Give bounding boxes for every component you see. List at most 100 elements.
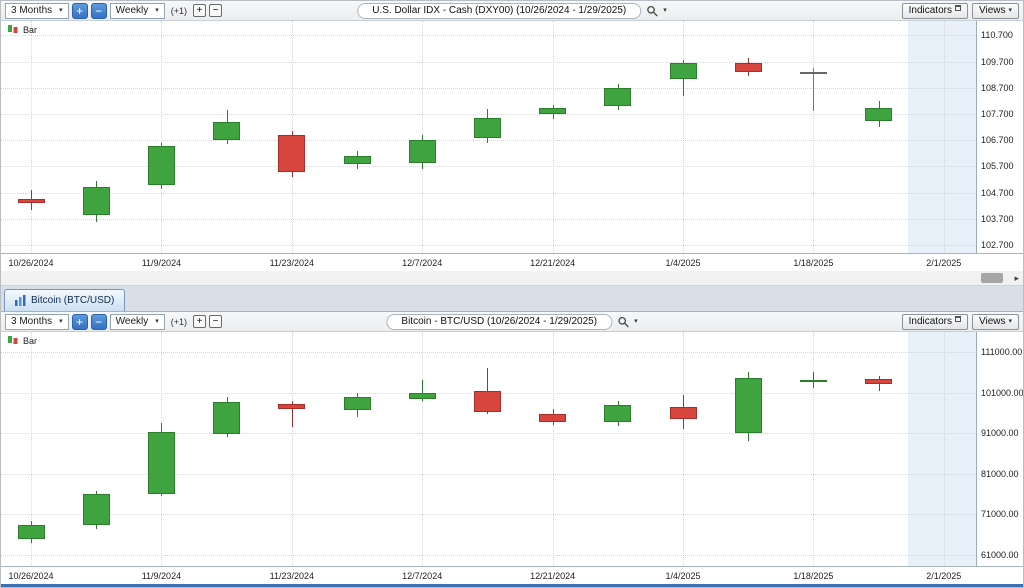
y-tick-label: 91000.00: [981, 428, 1019, 439]
views-button[interactable]: Views ▾: [971, 313, 1019, 330]
period-select[interactable]: Weekly ▾: [109, 2, 165, 19]
btc-price-scale[interactable]: 111000.00 101000.00 91000.00 81000.00 71000.…: [976, 332, 1023, 566]
h-gridline: [1, 192, 976, 194]
horizontal-scrollbar[interactable]: ▸: [1, 271, 1023, 286]
candlestick-legend-icon: [8, 25, 18, 33]
v-gridline: [552, 332, 554, 566]
period-select[interactable]: Weekly ▾: [109, 313, 165, 330]
candle-body: [865, 107, 893, 121]
add-bar-button[interactable]: +: [193, 4, 207, 17]
v-gridline: [683, 332, 684, 566]
window-edge: [1, 584, 1023, 587]
h-gridline: [1, 514, 976, 516]
y-tick-label: 104.700: [981, 187, 1014, 198]
v-gridline: [943, 332, 945, 566]
h-gridline: [1, 87, 976, 89]
h-gridline: [1, 245, 976, 247]
candle-body: [17, 524, 45, 539]
candle-body: [278, 135, 306, 172]
views-label: Views: [978, 5, 1006, 16]
chevron-down-icon[interactable]: ▾: [634, 318, 638, 325]
btc-time-axis[interactable]: 10/26/2024 11/9/2024 11/23/2024 12/7/2024 12…: [1, 566, 1023, 584]
h-gridline: [1, 114, 976, 116]
popout-icon: [954, 4, 961, 11]
period-select-value: Weekly: [115, 5, 149, 16]
dxy-chart[interactable]: Bar 110.700 109.700 108.700 107.700 106.700 1…: [1, 21, 1023, 271]
candle-body: [539, 414, 567, 422]
zoom-in-button[interactable]: +: [71, 2, 88, 19]
x-tick-label: 12/7/2024: [402, 258, 443, 268]
indicators-button[interactable]: Indicators: [901, 2, 968, 19]
indicators-button[interactable]: Indicators: [901, 313, 968, 330]
overlay-count: (+1): [170, 316, 188, 327]
toolbar-right-group: Indicators Views ▾: [901, 313, 1019, 330]
v-gridline: [31, 21, 32, 253]
scrollbar-thumb[interactable]: [981, 273, 1003, 283]
h-gridline: [1, 473, 976, 475]
x-tick-label: 1/18/2025: [793, 571, 834, 581]
candle-body: [865, 379, 893, 384]
tab-bitcoin[interactable]: Bitcoin (BTC/USD): [4, 289, 126, 311]
y-tick-label: 102.700: [981, 240, 1014, 251]
symbol-title-field[interactable]: Bitcoin - BTC/USD (10/26/2024 - 1/29/202…: [386, 313, 613, 330]
overlay-count: (+1): [170, 5, 188, 16]
y-tick-label: 109.700: [981, 56, 1014, 67]
h-gridline: [1, 433, 976, 435]
range-select[interactable]: 3 Months ▾: [5, 313, 69, 330]
symbol-title-field[interactable]: U.S. Dollar IDX - Cash (DXY00) (10/26/20…: [357, 2, 642, 19]
chevron-down-icon: ▾: [59, 7, 63, 14]
candle-body: [669, 62, 697, 79]
zoom-in-button[interactable]: +: [71, 313, 88, 330]
candle-body: [539, 107, 567, 115]
chevron-down-icon: ▾: [155, 7, 159, 14]
candle-body: [343, 396, 371, 410]
zoom-out-button[interactable]: −: [90, 313, 107, 330]
btc-plot-area[interactable]: Bar: [1, 332, 976, 566]
btc-chart[interactable]: Bar 111000.00 101000.00 91000.00 81000.00 71…: [1, 332, 1023, 584]
v-gridline: [552, 21, 554, 253]
y-tick-label: 81000.00: [981, 468, 1019, 479]
remove-bar-button[interactable]: −: [209, 315, 223, 328]
chart-tab-bar: Bitcoin (BTC/USD): [1, 286, 1023, 312]
chart-legend[interactable]: Bar: [7, 335, 37, 346]
candle-body: [278, 403, 306, 410]
candle-body: [82, 187, 110, 215]
range-select-value: 3 Months: [11, 316, 53, 327]
y-tick-label: 111000.00: [981, 346, 1023, 357]
search-icon[interactable]: [617, 316, 629, 328]
add-bar-button[interactable]: +: [193, 315, 207, 328]
candle-body: [213, 121, 241, 141]
x-tick-label: 1/4/2025: [665, 571, 701, 581]
x-tick-label: 2/1/2025: [926, 571, 962, 581]
range-select[interactable]: 3 Months ▾: [5, 2, 69, 19]
dxy-plot-area[interactable]: Bar: [1, 21, 976, 253]
x-tick-label: 12/7/2024: [402, 571, 443, 581]
chart-legend[interactable]: Bar: [7, 24, 37, 35]
x-tick-label: 10/26/2024: [8, 571, 54, 581]
dxy-price-scale[interactable]: 110.700 109.700 108.700 107.700 106.700 105.7…: [976, 21, 1023, 253]
btc-toolbar: 3 Months ▾ + − Weekly ▾ (+1) + − Bitcoin…: [1, 312, 1023, 332]
chevron-down-icon[interactable]: ▾: [663, 7, 667, 14]
h-gridline: [1, 166, 976, 168]
x-tick-label: 10/26/2024: [8, 258, 54, 268]
remove-bar-button[interactable]: −: [209, 4, 223, 17]
chart-title: Bitcoin - BTC/USD (10/26/2024 - 1/29/202…: [401, 316, 598, 327]
chevron-down-icon: ▾: [1008, 7, 1012, 14]
chevron-down-icon: ▾: [155, 318, 159, 325]
search-icon[interactable]: [646, 5, 658, 17]
chevron-down-icon: ▾: [1008, 318, 1012, 325]
y-tick-label: 105.700: [981, 161, 1014, 172]
symbol-search-group: U.S. Dollar IDX - Cash (DXY00) (10/26/20…: [357, 2, 667, 19]
v-gridline: [161, 21, 163, 253]
candle-body: [147, 431, 175, 495]
views-button[interactable]: Views ▾: [971, 2, 1019, 19]
y-tick-label: 107.700: [981, 109, 1014, 120]
candle-wick: [422, 380, 424, 401]
x-tick-label: 11/23/2024: [269, 258, 314, 268]
tab-label: Bitcoin (BTC/USD): [31, 295, 115, 306]
candle-body: [82, 494, 110, 525]
zoom-out-button[interactable]: −: [90, 2, 107, 19]
scroll-right-icon[interactable]: ▸: [1014, 272, 1019, 283]
v-gridline: [422, 332, 424, 566]
dxy-time-axis[interactable]: 10/26/2024 11/9/2024 11/23/2024 12/7/2024 12…: [1, 253, 1023, 271]
